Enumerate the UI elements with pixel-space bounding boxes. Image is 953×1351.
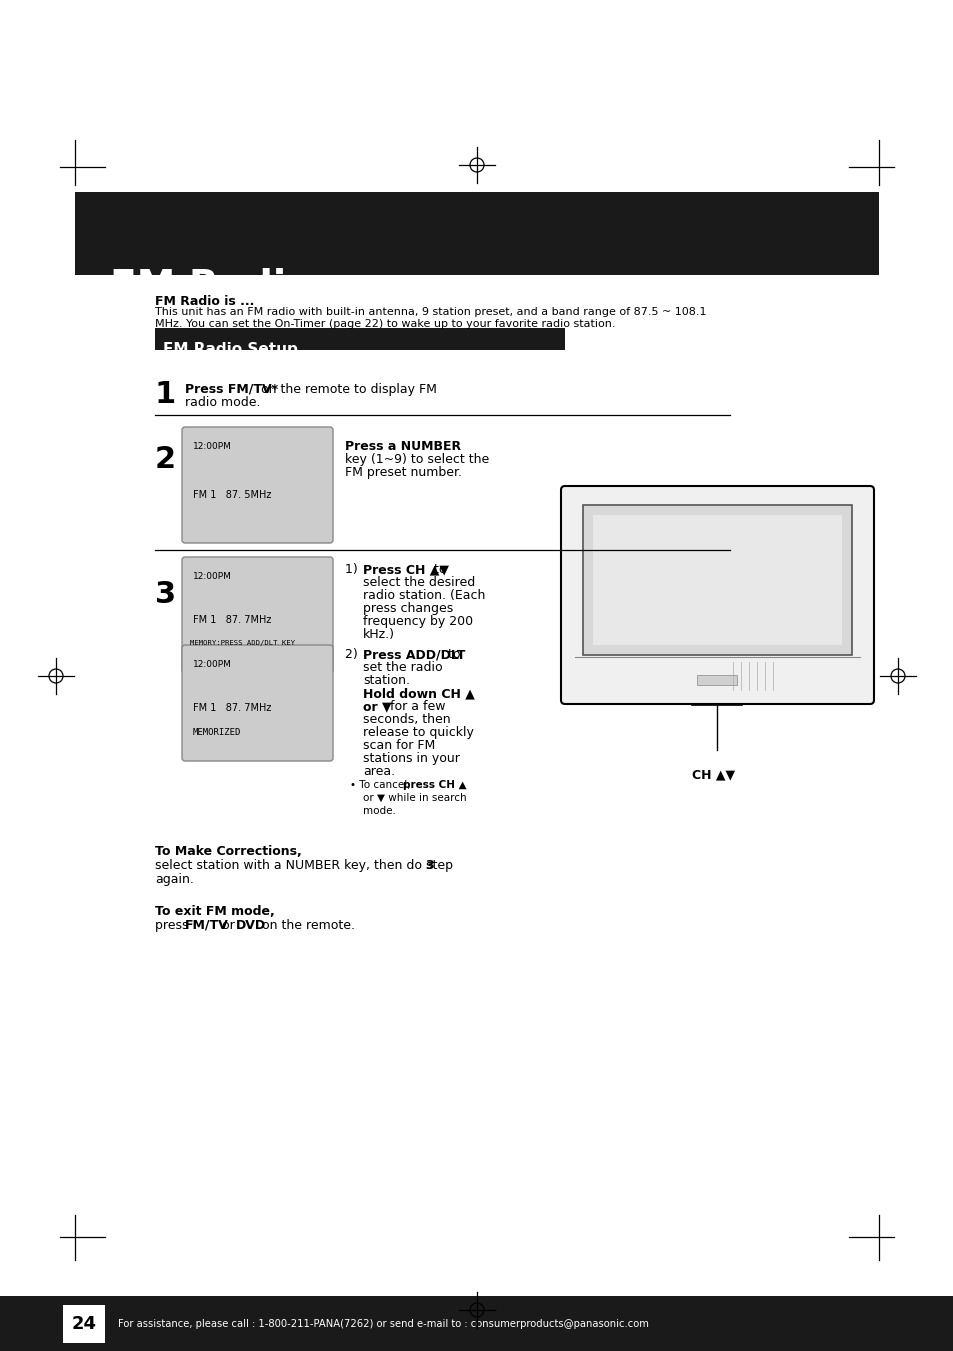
Text: Press a NUMBER: Press a NUMBER — [345, 440, 460, 453]
Text: 12:00PM: 12:00PM — [193, 661, 232, 669]
Text: FM preset number.: FM preset number. — [345, 466, 461, 480]
Text: • To cancel,: • To cancel, — [350, 780, 414, 790]
Text: on the remote.: on the remote. — [257, 919, 355, 932]
Text: For assistance, please call : 1-800-211-PANA(7262) or send e-mail to : consumerp: For assistance, please call : 1-800-211-… — [118, 1319, 648, 1329]
Text: To Make Corrections,: To Make Corrections, — [154, 844, 301, 858]
Text: or ▼ while in search: or ▼ while in search — [350, 793, 466, 802]
Bar — [0, 1296, 953, 1351]
Text: station.: station. — [363, 674, 410, 688]
Bar — [75, 192, 878, 276]
Text: press CH ▲: press CH ▲ — [402, 780, 466, 790]
Text: stations in your: stations in your — [363, 753, 459, 765]
Text: to: to — [443, 648, 460, 661]
Text: 3: 3 — [154, 580, 176, 609]
Text: 2: 2 — [154, 444, 176, 474]
Text: radio station. (Each: radio station. (Each — [363, 589, 485, 603]
FancyBboxPatch shape — [560, 486, 873, 704]
Text: press changes: press changes — [363, 603, 453, 615]
Bar — [593, 515, 841, 644]
Text: 12:00PM: 12:00PM — [193, 571, 232, 581]
Text: or ▼: or ▼ — [363, 700, 392, 713]
Text: frequency by 200: frequency by 200 — [363, 615, 473, 628]
Text: select the desired: select the desired — [363, 576, 475, 589]
Text: Hold down CH ▲: Hold down CH ▲ — [363, 688, 475, 700]
Text: again.: again. — [154, 873, 193, 886]
Text: to: to — [430, 563, 446, 576]
Text: MHz. You can set the On-Timer (page 22) to wake up to your favorite radio statio: MHz. You can set the On-Timer (page 22) … — [154, 319, 615, 330]
Text: kHz.): kHz.) — [363, 628, 395, 640]
Text: CH ▲▼: CH ▲▼ — [691, 767, 735, 781]
Text: 1): 1) — [345, 563, 365, 576]
Text: or: or — [218, 919, 238, 932]
Text: Press CH ▲▼: Press CH ▲▼ — [363, 563, 449, 576]
Text: This unit has an FM radio with built-in antenna, 9 station preset, and a band ra: This unit has an FM radio with built-in … — [154, 307, 706, 317]
Bar — [63, 1305, 105, 1343]
Text: seconds, then: seconds, then — [363, 713, 450, 725]
Text: key (1~9) to select the: key (1~9) to select the — [345, 453, 489, 466]
Text: area.: area. — [363, 765, 395, 778]
Text: MEMORIZED: MEMORIZED — [193, 728, 241, 738]
Text: FM Radio: FM Radio — [110, 267, 313, 305]
Text: FM Radio is ...: FM Radio is ... — [154, 295, 254, 308]
Bar — [154, 328, 564, 350]
Text: mode.: mode. — [350, 807, 395, 816]
Text: To exit FM mode,: To exit FM mode, — [154, 905, 274, 917]
Text: FM 1   87. 5MHz: FM 1 87. 5MHz — [193, 490, 271, 500]
Text: radio mode.: radio mode. — [185, 396, 260, 409]
Text: scan for FM: scan for FM — [363, 739, 435, 753]
FancyBboxPatch shape — [182, 557, 333, 673]
Text: MEMORY:PRESS ADD/DLT KEY: MEMORY:PRESS ADD/DLT KEY — [190, 640, 294, 646]
FancyBboxPatch shape — [182, 644, 333, 761]
Text: FM Radio Setup: FM Radio Setup — [163, 342, 297, 357]
Text: 1: 1 — [154, 380, 176, 409]
Text: 24: 24 — [71, 1315, 96, 1333]
Text: 12:00PM: 12:00PM — [193, 442, 232, 451]
Text: 2): 2) — [345, 648, 365, 661]
Bar — [582, 505, 851, 655]
Text: FM/TV: FM/TV — [185, 919, 229, 932]
FancyBboxPatch shape — [182, 427, 333, 543]
Text: press: press — [154, 919, 193, 932]
Text: Press FM/TV*: Press FM/TV* — [185, 382, 278, 396]
Text: DVD: DVD — [235, 919, 266, 932]
Text: FM 1   87. 7MHz: FM 1 87. 7MHz — [193, 615, 271, 626]
Text: 3: 3 — [424, 859, 434, 871]
Bar — [697, 676, 737, 685]
Text: select station with a NUMBER key, then do step: select station with a NUMBER key, then d… — [154, 859, 456, 871]
Text: release to quickly: release to quickly — [363, 725, 474, 739]
Text: for a few: for a few — [386, 700, 445, 713]
Text: Press ADD/DLT: Press ADD/DLT — [363, 648, 465, 661]
Text: on the remote to display FM: on the remote to display FM — [256, 382, 436, 396]
Text: set the radio: set the radio — [363, 661, 442, 674]
Text: FM 1   87. 7MHz: FM 1 87. 7MHz — [193, 703, 271, 713]
